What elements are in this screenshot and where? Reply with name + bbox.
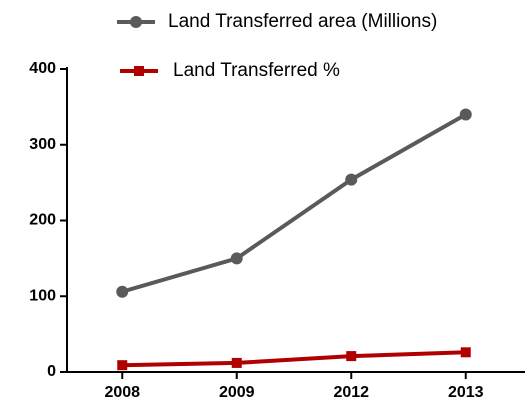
y-tick-label: 100 (29, 287, 56, 304)
series-line (122, 350, 466, 368)
data-point (460, 347, 471, 358)
series-line (121, 112, 467, 294)
legend-label: Land Transferred % (173, 60, 340, 81)
x-tick-label: 2009 (219, 384, 255, 401)
data-point (117, 360, 128, 371)
data-point (230, 252, 243, 265)
y-tick-label: 0 (47, 363, 56, 380)
data-point (116, 285, 129, 298)
x-tick-label: 2013 (448, 384, 484, 401)
legend-label: Land Transferred area (Millions) (168, 11, 437, 32)
data-point (459, 108, 472, 121)
data-point (345, 173, 358, 186)
y-tick-label: 300 (29, 136, 56, 153)
y-tick-label: 400 (29, 60, 56, 77)
legend-marker (134, 66, 144, 76)
data-point (231, 357, 242, 368)
x-tick-label: 2012 (333, 384, 369, 401)
x-tick-label: 2008 (104, 384, 140, 401)
data-point (346, 351, 357, 362)
legend-marker (130, 16, 142, 28)
y-tick-label: 200 (29, 212, 56, 229)
